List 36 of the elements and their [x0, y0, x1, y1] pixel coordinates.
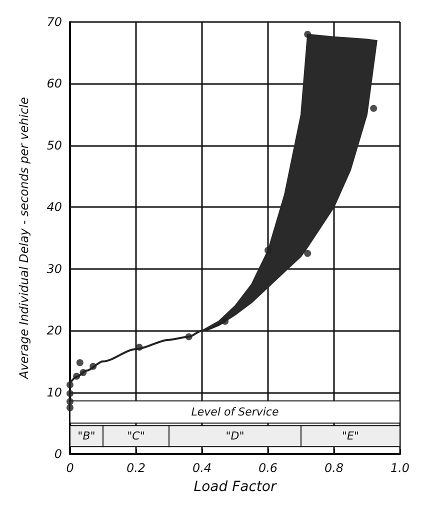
point	[136, 344, 143, 351]
x-tick-label: 0.8	[324, 461, 344, 475]
point	[264, 246, 272, 254]
point	[73, 372, 80, 380]
point	[90, 362, 97, 370]
point	[80, 369, 87, 376]
x-tick-label: 0	[66, 461, 74, 475]
y-tick-label: 30	[46, 262, 62, 276]
point	[304, 30, 312, 38]
point	[66, 390, 74, 398]
y-tick-label: 10	[46, 385, 62, 400]
y-tick-label: 50	[46, 138, 62, 152]
band-label: Level of Service	[191, 406, 279, 419]
y-tick-label: 40	[46, 200, 62, 214]
x-tick-label: 0.4	[192, 461, 212, 475]
point	[222, 318, 229, 325]
band-label: "E"	[342, 430, 360, 443]
y-tick-label: 60	[46, 76, 62, 91]
point	[370, 104, 378, 112]
x-tick-label: 0.2	[126, 461, 146, 475]
y-tick-label: 70	[46, 15, 62, 29]
band-label: "D"	[226, 430, 244, 443]
y-tick-label: 20	[46, 324, 62, 338]
y-axis-title: Average Individual Delay - seconds per vehicle	[17, 97, 31, 380]
y-tick-label: 0	[54, 447, 62, 461]
point	[66, 404, 74, 412]
point	[66, 398, 74, 406]
point	[66, 381, 74, 388]
band-label: "C"	[127, 430, 145, 443]
x-tick-label: 1.0	[390, 461, 410, 475]
band-label: "B"	[78, 430, 96, 443]
point	[185, 333, 192, 340]
point	[304, 250, 312, 257]
x-tick-label: 0.6	[258, 461, 278, 475]
x-axis-title: Load Factor	[194, 479, 278, 495]
point	[76, 359, 84, 366]
